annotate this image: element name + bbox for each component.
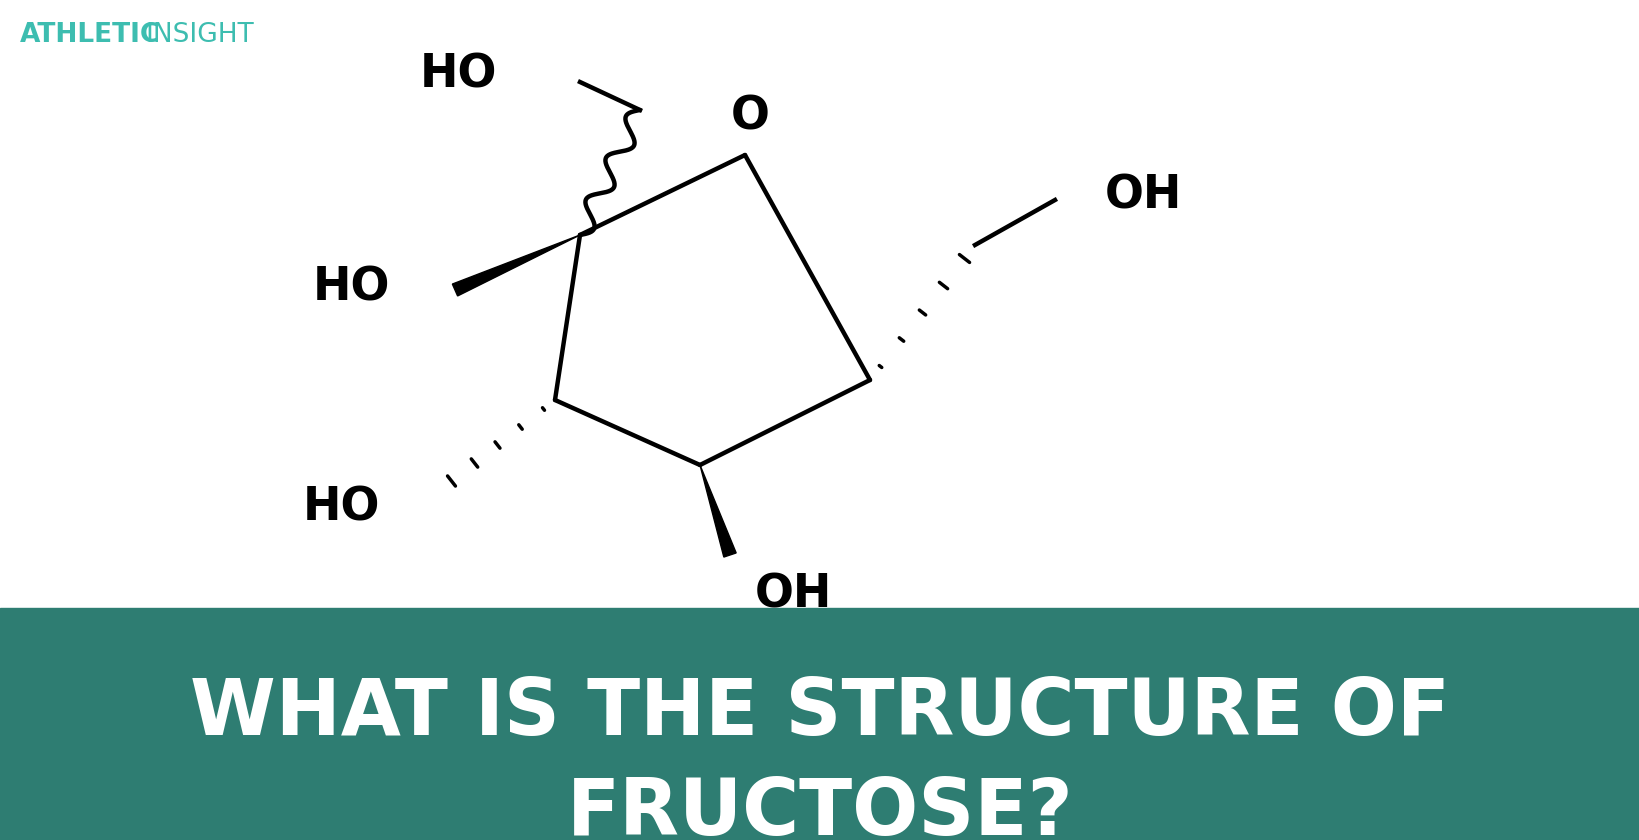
Text: OH: OH xyxy=(1105,174,1182,218)
Text: O: O xyxy=(729,95,769,140)
Bar xyxy=(0,608,1639,840)
Text: WHAT IS THE STRUCTURE OF: WHAT IS THE STRUCTURE OF xyxy=(190,675,1449,751)
Text: HO: HO xyxy=(303,486,380,531)
Text: OH: OH xyxy=(754,572,833,617)
Text: ATHLETIC: ATHLETIC xyxy=(20,22,161,48)
Text: HO: HO xyxy=(420,52,497,97)
Polygon shape xyxy=(700,465,736,557)
Polygon shape xyxy=(452,235,580,296)
Text: FRUCTOSE?: FRUCTOSE? xyxy=(567,775,1072,840)
Text: HO: HO xyxy=(313,265,390,311)
Text: INSIGHT: INSIGHT xyxy=(144,22,254,48)
